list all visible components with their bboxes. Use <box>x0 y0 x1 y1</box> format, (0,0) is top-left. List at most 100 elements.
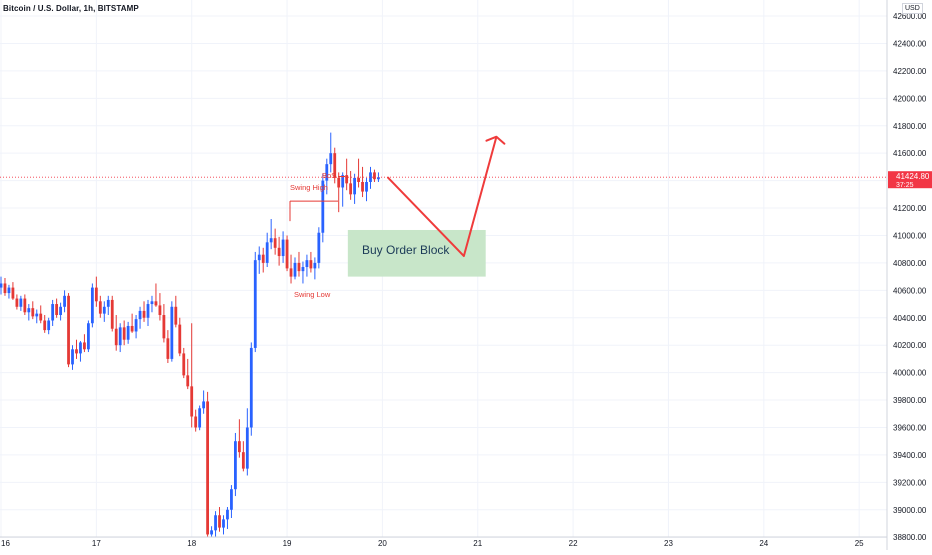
projection-arrowhead <box>485 135 506 145</box>
candle-body <box>0 283 3 288</box>
price-tick-label: 42400.00 <box>893 39 927 48</box>
candle-body <box>321 180 325 233</box>
candle-body <box>253 260 257 348</box>
candle <box>170 301 174 362</box>
candle-body <box>277 247 281 257</box>
candle <box>349 171 353 200</box>
candle-body <box>51 304 55 321</box>
currency-label[interactable]: USD <box>902 3 923 14</box>
time-tick-label: 23 <box>664 539 673 548</box>
candle <box>182 347 186 379</box>
candle <box>114 315 118 351</box>
candle-body <box>102 306 106 314</box>
projection-arrow <box>386 136 498 258</box>
candle-body <box>333 153 337 178</box>
candle <box>98 295 102 318</box>
candle-body <box>317 232 321 263</box>
candle-body <box>198 408 202 428</box>
candle <box>297 251 301 277</box>
price-tick-label: 41000.00 <box>893 231 927 240</box>
candle <box>341 172 345 207</box>
candle-body <box>373 172 376 180</box>
candle-body <box>273 238 277 248</box>
candle <box>285 235 289 272</box>
candle <box>361 166 364 198</box>
candle-body <box>241 452 245 469</box>
candle <box>126 321 130 344</box>
candle <box>353 173 356 204</box>
price-tick-label: 40400.00 <box>893 314 927 323</box>
candle <box>333 147 337 184</box>
candle <box>35 309 39 324</box>
candle <box>198 405 202 431</box>
candle <box>134 315 138 339</box>
candle <box>317 227 321 269</box>
swing-low-label: Swing Low <box>294 290 331 299</box>
candle-body <box>305 260 309 268</box>
candle-body <box>98 301 102 314</box>
candle <box>265 232 269 268</box>
candle-body <box>47 320 51 331</box>
candle-body <box>154 301 158 306</box>
time-tick-label: 16 <box>1 539 10 548</box>
candle <box>102 301 106 322</box>
candle <box>249 342 253 436</box>
candle-body <box>325 164 329 181</box>
candle-body <box>75 349 78 354</box>
price-tick-label: 40000.00 <box>893 369 927 378</box>
candle <box>329 132 333 173</box>
candle <box>23 294 27 316</box>
candle-body <box>71 349 74 365</box>
candle <box>63 290 66 313</box>
price-tick-label: 41200.00 <box>893 204 927 213</box>
candle-body <box>210 530 213 535</box>
last-price-countdown: 37:25 <box>896 182 914 189</box>
candle-body <box>281 239 285 257</box>
candle-body <box>110 299 114 329</box>
candle-body <box>59 306 62 316</box>
candle <box>118 323 122 353</box>
price-tick-label: 39800.00 <box>893 396 927 405</box>
candle <box>357 158 360 188</box>
candle <box>202 390 206 414</box>
candle <box>222 515 225 535</box>
candle-body <box>55 304 59 316</box>
candle <box>150 295 154 313</box>
candle-body <box>349 183 353 195</box>
candle-body <box>27 308 31 313</box>
candle <box>206 391 209 538</box>
candle-body <box>182 353 186 376</box>
candle <box>146 299 150 326</box>
candle-body <box>377 177 380 180</box>
candle-body <box>63 295 66 307</box>
price-tick-label: 40200.00 <box>893 341 927 350</box>
candle <box>337 172 341 213</box>
candle <box>186 358 190 390</box>
candle-body <box>118 327 122 346</box>
candle <box>309 251 313 273</box>
candle-body <box>94 287 98 302</box>
price-axis: 38800.00 39000.00 39200.00 39400.00 39600.00… <box>893 12 927 542</box>
candle <box>293 257 297 280</box>
candle-body <box>365 181 368 192</box>
candle-body <box>234 441 237 490</box>
candle-body <box>218 515 221 528</box>
price-tick-label: 42600.00 <box>893 12 927 21</box>
candle-body <box>19 298 23 307</box>
candle <box>3 277 7 296</box>
candle-body <box>106 299 110 307</box>
candle-body <box>79 342 82 354</box>
candle <box>214 511 217 538</box>
candle-body <box>138 310 142 320</box>
candle <box>313 257 317 280</box>
candle <box>142 301 146 322</box>
candle <box>158 293 162 321</box>
candle-body <box>83 342 86 350</box>
candle-body <box>134 319 138 332</box>
time-tick-label: 19 <box>283 539 292 548</box>
candle <box>257 246 261 274</box>
candle <box>51 299 55 326</box>
candle-body <box>285 239 289 269</box>
